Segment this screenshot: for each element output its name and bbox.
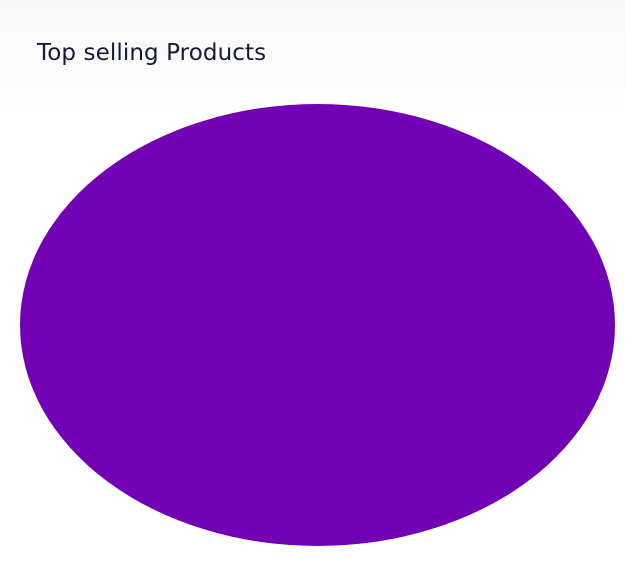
pie-slices (20, 104, 615, 546)
pie-slice-0[interactable] (20, 104, 615, 546)
card-title: Top selling Products (37, 40, 267, 66)
